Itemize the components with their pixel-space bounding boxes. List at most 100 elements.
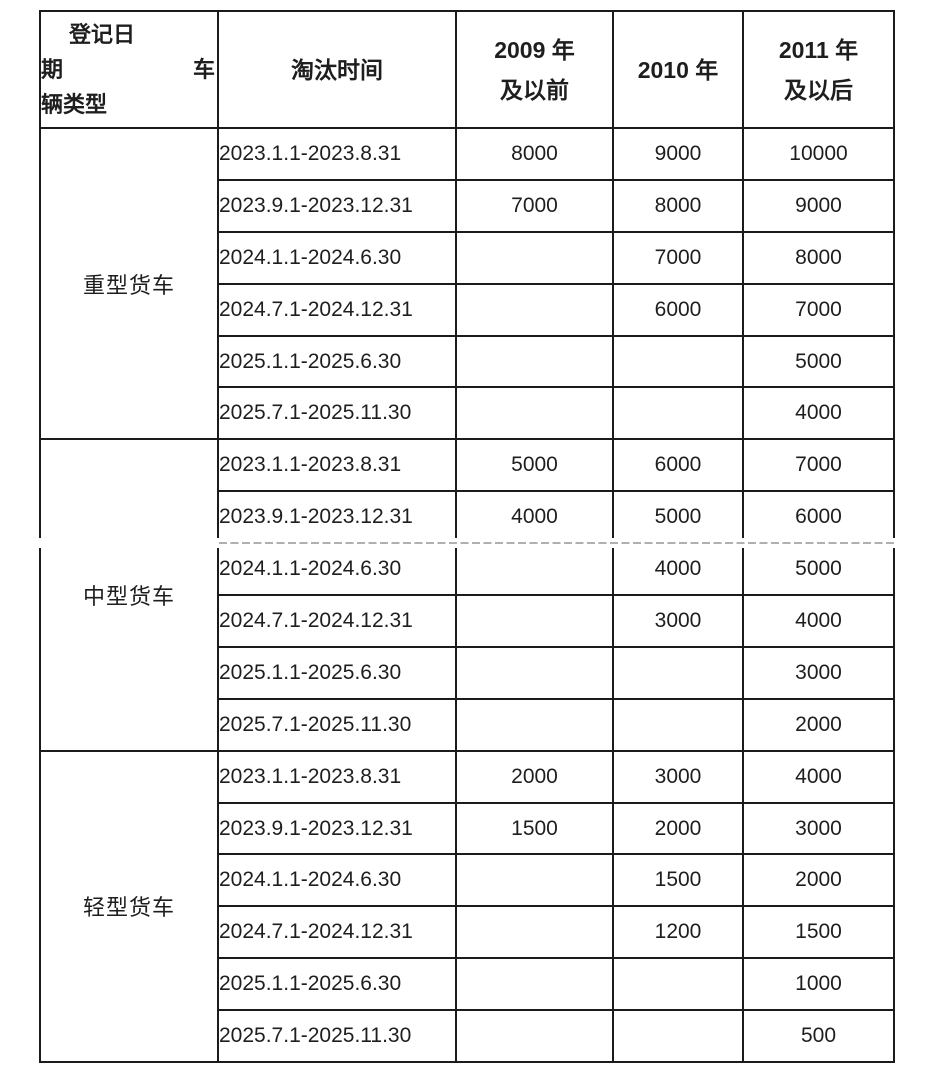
subsidy-cell <box>455 386 614 441</box>
column-header-2010: 2010 年 <box>612 10 744 129</box>
table-row: 2025.1.1-2025.6.30 1000 <box>40 957 895 1012</box>
vehicle-type-cell-medium: 中型货车 <box>39 438 219 752</box>
subsidy-cell <box>612 697 744 752</box>
subsidy-cell <box>455 594 614 648</box>
subsidy-cell: 4000 <box>455 490 614 545</box>
period-cell: 2024.7.1-2024.12.31 <box>217 905 457 960</box>
subsidy-cell <box>612 645 744 700</box>
subsidy-cell <box>455 957 614 1012</box>
subsidy-cell <box>455 282 614 337</box>
corner-header-line3: 辆类型 <box>41 92 108 117</box>
subsidy-cell: 1000 <box>742 957 895 1012</box>
subsidy-cell: 1500 <box>742 905 895 960</box>
subsidy-cell: 2000 <box>742 697 895 752</box>
table-row: 2024.7.1-2024.12.31 6000 7000 <box>40 282 895 337</box>
table-row: 2024.7.1-2024.12.31 1200 1500 <box>40 905 895 960</box>
period-cell: 2025.7.1-2025.11.30 <box>217 1009 457 1064</box>
column-header-2011-line2: 及以后 <box>784 76 853 103</box>
subsidy-cell: 3000 <box>742 645 895 700</box>
period-cell: 2024.1.1-2024.6.30 <box>217 853 457 908</box>
subsidy-cell: 4000 <box>742 594 895 648</box>
vehicle-type-cell-light: 轻型货车 <box>39 749 219 1064</box>
subsidy-cell: 7000 <box>742 282 895 337</box>
period-cell: 2024.7.1-2024.12.31 <box>217 282 457 337</box>
period-cell: 2024.1.1-2024.6.30 <box>217 542 457 597</box>
table-row: 2024.1.1-2024.6.30 7000 8000 <box>40 230 895 285</box>
subsidy-cell <box>455 645 614 700</box>
subsidy-cell <box>455 542 614 597</box>
subsidy-cell: 2000 <box>612 801 744 856</box>
period-cell: 2023.9.1-2023.12.31 <box>217 490 457 545</box>
column-header-2009: 2009 年 及以前 <box>455 10 614 129</box>
subsidy-cell <box>455 334 614 389</box>
subsidy-cell: 3000 <box>612 749 744 804</box>
column-header-2009-line2: 及以前 <box>500 76 569 103</box>
subsidy-cell: 2000 <box>455 749 614 804</box>
subsidy-cell: 5000 <box>455 438 614 493</box>
subsidy-cell: 8000 <box>455 127 614 181</box>
corner-header-line2-left: 期 <box>41 57 64 82</box>
subsidy-cell: 2000 <box>742 853 895 908</box>
subsidy-cell: 4000 <box>742 386 895 441</box>
table-row: 轻型货车 2023.1.1-2023.8.31 2000 3000 4000 <box>39 749 895 1064</box>
subsidy-cell: 8000 <box>742 230 895 285</box>
table-row: 2023.9.1-2023.12.31 7000 8000 9000 <box>40 178 895 233</box>
corner-header-line2: 期 车 <box>41 52 216 87</box>
subsidy-cell <box>612 386 744 441</box>
subsidy-cell: 1500 <box>455 801 614 856</box>
subsidy-cell: 9000 <box>742 178 895 233</box>
table-row: 2024.7.1-2024.12.31 3000 4000 <box>40 594 895 648</box>
column-header-2009-line1: 2009 年 <box>494 36 575 63</box>
subsidy-cell: 4000 <box>742 749 895 804</box>
page-break-dashed-line <box>219 542 894 544</box>
subsidy-cell: 500 <box>742 1009 895 1064</box>
subsidy-cell: 6000 <box>612 438 744 493</box>
table-row: 2025.1.1-2025.6.30 5000 <box>40 334 895 389</box>
table-row: 中型货车 2023.1.1-2023.8.31 5000 6000 7000 <box>39 438 895 752</box>
column-header-period: 淘汰时间 <box>217 10 457 129</box>
table-row: 2023.9.1-2023.12.31 1500 2000 3000 <box>40 801 895 856</box>
subsidy-cell <box>455 697 614 752</box>
subsidy-cell: 5000 <box>612 490 744 545</box>
period-cell: 2024.1.1-2024.6.30 <box>217 230 457 285</box>
table-row: 2025.7.1-2025.11.30 500 <box>40 1009 895 1064</box>
subsidy-cell <box>455 905 614 960</box>
subsidy-cell <box>612 1009 744 1064</box>
subsidy-cell: 5000 <box>742 542 895 597</box>
table-row: 2025.1.1-2025.6.30 3000 <box>40 645 895 700</box>
period-cell: 2024.7.1-2024.12.31 <box>217 594 457 648</box>
subsidy-cell <box>455 1009 614 1064</box>
column-header-2011: 2011 年 及以后 <box>742 10 895 129</box>
subsidy-cell: 10000 <box>742 127 895 181</box>
subsidy-cell: 4000 <box>612 542 744 597</box>
period-cell: 2023.9.1-2023.12.31 <box>217 178 457 233</box>
corner-header-line1: 登记日 <box>69 22 136 47</box>
header-row: 登记日 期 车 辆类型 淘汰时间 2009 年 及以前 2010 年 2011 … <box>39 10 895 129</box>
table-row: 2024.1.1-2024.6.30 4000 5000 <box>40 542 895 597</box>
corner-header-line2-right: 车 <box>192 57 215 82</box>
period-cell: 2023.1.1-2023.8.31 <box>217 127 457 181</box>
period-cell: 2025.1.1-2025.6.30 <box>217 334 457 389</box>
subsidy-cell: 6000 <box>742 490 895 545</box>
subsidy-cell: 8000 <box>612 178 744 233</box>
table-row: 2023.9.1-2023.12.31 4000 5000 6000 <box>40 490 895 545</box>
subsidy-cell: 3000 <box>742 801 895 856</box>
table-row: 2025.7.1-2025.11.30 4000 <box>40 386 895 441</box>
table-row: 重型货车 2023.1.1-2023.8.31 8000 9000 10000 <box>39 126 895 441</box>
table-row: 2024.1.1-2024.6.30 1500 2000 <box>40 853 895 908</box>
period-cell: 2025.1.1-2025.6.30 <box>217 645 457 700</box>
subsidy-cell: 1200 <box>612 905 744 960</box>
subsidy-cell: 7000 <box>455 178 614 233</box>
subsidy-cell: 1500 <box>612 853 744 908</box>
period-cell: 2023.1.1-2023.8.31 <box>217 749 457 804</box>
subsidy-table: 登记日 期 车 辆类型 淘汰时间 2009 年 及以前 2010 年 2011 … <box>39 10 895 1064</box>
subsidy-cell: 3000 <box>612 594 744 648</box>
subsidy-cell: 7000 <box>612 230 744 285</box>
subsidy-cell: 6000 <box>612 282 744 337</box>
subsidy-cell: 7000 <box>742 438 895 493</box>
vehicle-type-cell-heavy: 重型货车 <box>39 126 219 441</box>
period-cell: 2023.9.1-2023.12.31 <box>217 801 457 856</box>
column-header-2011-line1: 2011 年 <box>778 36 859 63</box>
period-cell: 2025.1.1-2025.6.30 <box>217 957 457 1012</box>
